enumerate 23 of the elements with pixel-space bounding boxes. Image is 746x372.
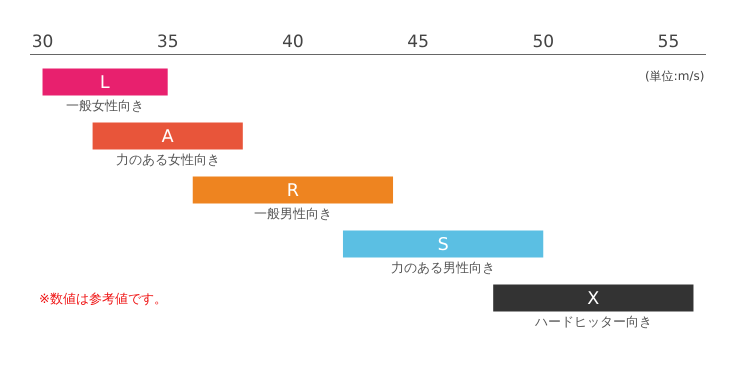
annotation: 力のある女性向き — [116, 153, 220, 168]
y-tick-label: X — [587, 289, 600, 310]
bar — [192, 176, 394, 204]
y-tick-label: A — [162, 127, 174, 148]
annotation: 一般男性向き — [254, 207, 332, 222]
x-tick-label: 30 — [32, 32, 54, 52]
x-tick-label: 45 — [407, 32, 429, 52]
x-tick-label: 40 — [282, 32, 304, 52]
y-tick-label: L — [100, 73, 110, 94]
x-axis-title: (単位:m/s) — [645, 69, 704, 83]
bar — [92, 122, 243, 150]
annotation: ハードヒッター向き — [534, 315, 652, 330]
bar — [493, 284, 694, 312]
y-tick-label: R — [286, 181, 299, 202]
x-tick-label: 50 — [532, 32, 554, 52]
x-tick-label: 35 — [156, 32, 179, 52]
bar — [342, 230, 544, 258]
annotation: 一般女性向き — [66, 99, 144, 114]
annotation: 力のある男性向き — [391, 261, 495, 276]
annotation: ※数値は参考値です。 — [39, 292, 167, 307]
x-tick-label: 55 — [658, 32, 680, 52]
bar — [42, 68, 168, 96]
y-tick-label: S — [438, 235, 449, 256]
